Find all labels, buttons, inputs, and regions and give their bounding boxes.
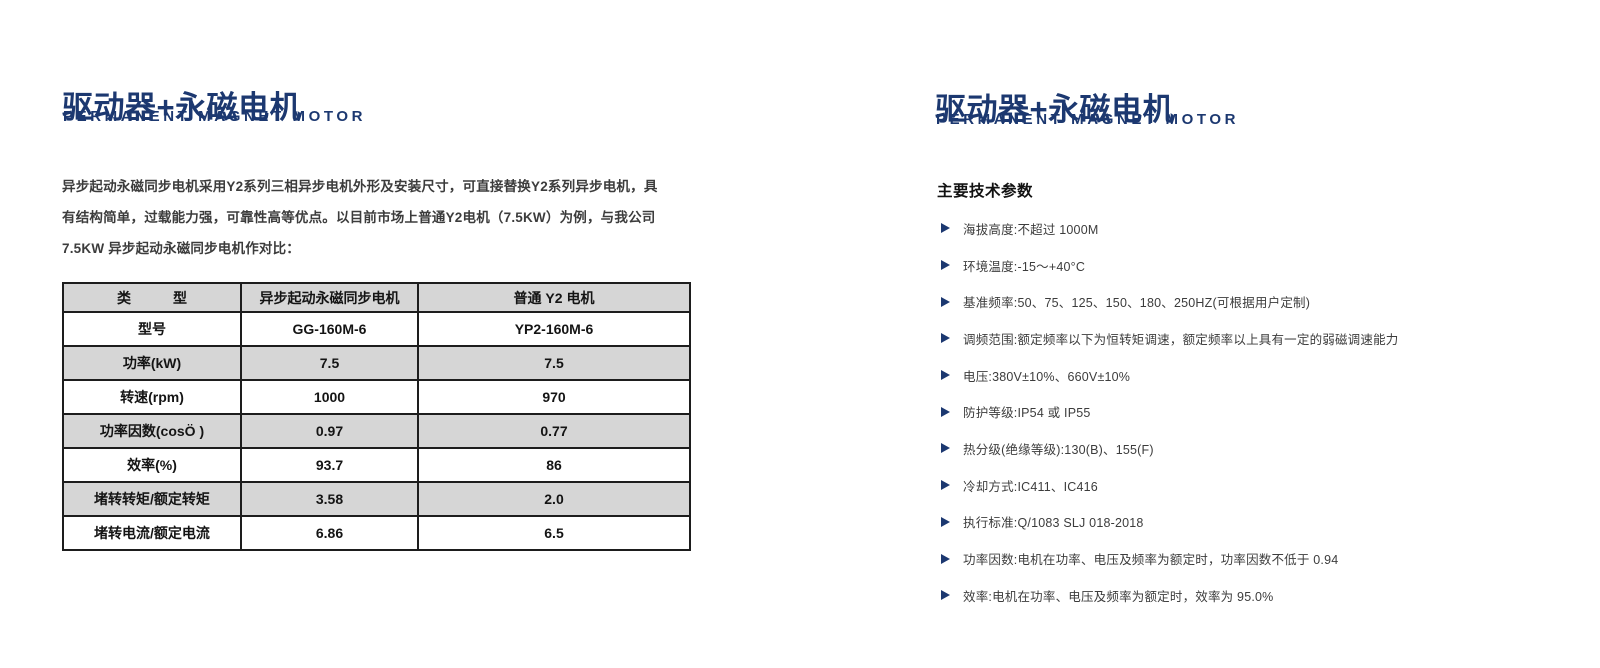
right-page-subtitle: PERMANENT MAGNET MOTOR — [936, 111, 1240, 128]
parameter-text: 功率因数:电机在功率、电压及频率为额定时，功率因数不低于 0.94 — [963, 553, 1339, 568]
paragraph-line: 7.5KW 异步起动永磁同步电机作对比： — [62, 241, 301, 256]
section-heading: 主要技术参数 — [937, 183, 1034, 200]
parameter-item: 电压:380V±10%、660V±10% — [941, 357, 1561, 394]
triangle-bullet-icon — [941, 260, 950, 271]
parameter-item: 调频范围:额定频率以下为恒转矩调速，额定频率以上具有一定的弱磁调速能力 — [941, 320, 1561, 357]
table-row: 效率(%) 93.7 86 — [62, 447, 691, 483]
table-row: 转速(rpm) 1000 970 — [62, 379, 691, 415]
parameter-text: 热分级(绝缘等级):130(B)、155(F) — [963, 442, 1154, 457]
table-row: 堵转电流/额定电流 6.86 6.5 — [62, 515, 691, 551]
paragraph-line: 异步起动永磁同步电机采用Y2系列三相异步电机外形及安装尺寸，可直接替换Y2系列异… — [62, 179, 658, 194]
table-header-row: 类 型 异步起动永磁同步电机 普通 Y2 电机 — [62, 282, 691, 313]
parameter-item: 热分级(绝缘等级):130(B)、155(F) — [941, 430, 1561, 467]
table-row: 功率(kW) 7.5 7.5 — [62, 345, 691, 381]
table-header-type: 类 型 — [62, 282, 242, 313]
comparison-table-body: 型号 GG-160M-6 YP2-160M-6 功率(kW) 7.5 7.5 转速(rpm)… — [62, 311, 691, 551]
parameter-text: 环境温度:-15～+40°C — [963, 259, 1086, 274]
triangle-bullet-icon — [941, 223, 950, 234]
triangle-bullet-icon — [941, 370, 950, 381]
triangle-bullet-icon — [941, 443, 950, 454]
value-cell: GG-160M-6 — [240, 311, 419, 347]
comparison-table: 类 型 异步起动永磁同步电机 普通 Y2 电机 型号 GG-160M-6 YP2-1… — [62, 282, 691, 551]
parameters-list: 海拔高度:不超过 1000M 环境温度:-15～+40°C 基准频率:50、75、1… — [941, 210, 1561, 614]
value-cell: 1000 — [240, 379, 419, 415]
table-row: 型号 GG-160M-6 YP2-160M-6 — [62, 311, 691, 347]
value-cell: 93.7 — [240, 447, 419, 483]
triangle-bullet-icon — [941, 406, 950, 417]
row-label-cell: 功率因数(cosÖ ) — [62, 413, 242, 449]
row-label-cell: 效率(%) — [62, 447, 242, 483]
parameter-item: 防护等级:IP54 或 IP55 — [941, 393, 1561, 430]
triangle-bullet-icon — [941, 553, 950, 564]
table-header-y2-motor: 普通 Y2 电机 — [417, 282, 691, 313]
value-cell: 6.5 — [417, 515, 691, 551]
value-cell: 7.5 — [240, 345, 419, 381]
intro-paragraph: 异步起动永磁同步电机采用Y2系列三相异步电机外形及安装尺寸，可直接替换Y2系列异… — [62, 171, 662, 264]
triangle-bullet-icon — [941, 333, 950, 344]
left-page-title: 驱动器+永磁电机 — [62, 89, 302, 125]
value-cell: 7.5 — [417, 345, 691, 381]
value-cell: 86 — [417, 447, 691, 483]
value-cell: 3.58 — [240, 481, 419, 517]
table-row: 堵转转矩/额定转矩 3.58 2.0 — [62, 481, 691, 517]
triangle-bullet-icon — [941, 590, 950, 601]
value-cell: 0.97 — [240, 413, 419, 449]
paragraph-line: 有结构简单，过载能力强，可靠性高等优点。以目前市场上普通Y2电机（7.5KW）为… — [62, 210, 656, 225]
row-label-cell: 型号 — [62, 311, 242, 347]
parameter-item: 冷却方式:IC411、IC416 — [941, 467, 1561, 504]
value-cell: 0.77 — [417, 413, 691, 449]
value-cell: 970 — [417, 379, 691, 415]
parameter-item: 海拔高度:不超过 1000M — [941, 210, 1561, 247]
triangle-bullet-icon — [941, 516, 950, 527]
row-label-cell: 转速(rpm) — [62, 379, 242, 415]
parameter-item: 功率因数:电机在功率、电压及频率为额定时，功率因数不低于 0.94 — [941, 540, 1561, 577]
triangle-bullet-icon — [941, 480, 950, 491]
parameter-text: 基准频率:50、75、125、150、180、250HZ(可根据用户定制) — [963, 296, 1311, 311]
parameter-text: 效率:电机在功率、电压及频率为额定时，效率为 95.0% — [963, 589, 1274, 604]
parameter-item: 效率:电机在功率、电压及频率为额定时，效率为 95.0% — [941, 577, 1561, 614]
parameter-text: 海拔高度:不超过 1000M — [963, 222, 1099, 237]
row-label-cell: 功率(kW) — [62, 345, 242, 381]
parameter-text: 防护等级:IP54 或 IP55 — [963, 406, 1091, 421]
parameter-text: 冷却方式:IC411、IC416 — [963, 479, 1098, 494]
triangle-bullet-icon — [941, 296, 950, 307]
parameter-item: 环境温度:-15～+40°C — [941, 247, 1561, 284]
parameter-item: 基准频率:50、75、125、150、180、250HZ(可根据用户定制) — [941, 283, 1561, 320]
row-label-cell: 堵转转矩/额定转矩 — [62, 481, 242, 517]
parameter-text: 电压:380V±10%、660V±10% — [963, 369, 1131, 384]
parameter-text: 调频范围:额定频率以下为恒转矩调速，额定频率以上具有一定的弱磁调速能力 — [963, 332, 1399, 347]
value-cell: 2.0 — [417, 481, 691, 517]
table-header-pm-motor: 异步起动永磁同步电机 — [240, 282, 419, 313]
parameter-text: 执行标准:Q/1083 SLJ 018-2018 — [963, 516, 1144, 531]
parameter-item: 执行标准:Q/1083 SLJ 018-2018 — [941, 504, 1561, 541]
table-row: 功率因数(cosÖ ) 0.97 0.77 — [62, 413, 691, 449]
value-cell: YP2-160M-6 — [417, 311, 691, 347]
left-page-subtitle: PERMANENT MAGNET MOTOR — [63, 108, 367, 125]
value-cell: 6.86 — [240, 515, 419, 551]
right-page-title: 驱动器+永磁电机 — [935, 91, 1175, 127]
row-label-cell: 堵转电流/额定电流 — [62, 515, 242, 551]
